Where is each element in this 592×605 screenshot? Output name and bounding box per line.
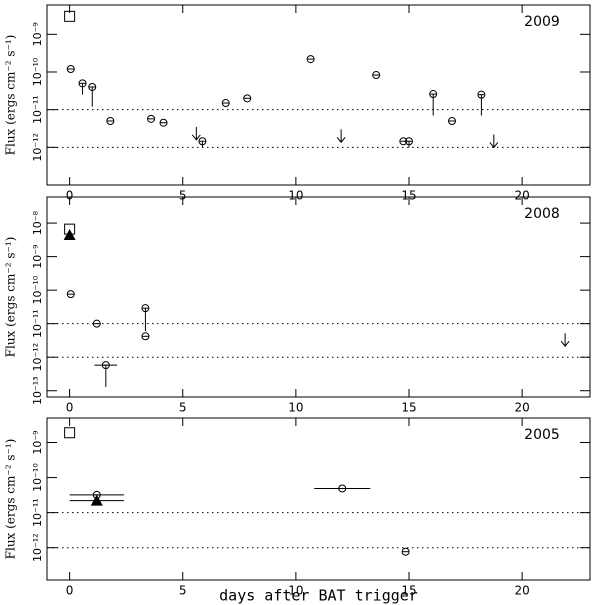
x-tick-label: 20: [514, 401, 529, 415]
panel-year: 2009: [524, 14, 560, 30]
panel-year: 2005: [524, 427, 560, 443]
x-tick-label: 10: [288, 189, 303, 203]
x-tick-label: 10: [288, 584, 303, 598]
x-tick-label: 0: [66, 584, 74, 598]
x-tick-label: 5: [179, 189, 187, 203]
y-tick-label: 10⁻¹¹: [31, 498, 44, 527]
upper-limit: [489, 134, 499, 149]
y-tick-label: 10⁻¹⁰: [31, 463, 44, 492]
plot-frame: [46, 4, 591, 186]
upper-limit: [336, 129, 346, 144]
y-tick-label: 10⁻⁸: [31, 210, 44, 235]
y-axis-label: Flux (ergs cm⁻² s⁻¹): [4, 35, 18, 156]
x-tick-label: 15: [401, 189, 416, 203]
upper-limit: [191, 126, 201, 141]
x-tick-label: 20: [514, 189, 529, 203]
y-tick-label: 10⁻¹⁰: [31, 57, 44, 86]
triangle-point: [63, 229, 76, 241]
y-tick-label: 10⁻⁹: [31, 430, 44, 454]
x-tick-label: 5: [179, 584, 187, 598]
bat-point: [64, 10, 76, 22]
x-tick-label: 5: [179, 401, 187, 415]
y-tick-label: 10⁻⁹: [31, 245, 44, 269]
x-tick-label: 15: [401, 584, 416, 598]
y-tick-label: 10⁻¹³: [31, 376, 44, 405]
y-tick-label: 10⁻¹²: [31, 533, 44, 562]
x-tick-label: 0: [66, 401, 74, 415]
y-axis-label: Flux (ergs cm⁻² s⁻¹): [4, 237, 18, 358]
x-tick-label: 15: [401, 401, 416, 415]
x-axis-label: days after BAT trigger: [219, 587, 418, 605]
y-tick-label: 10⁻⁹: [31, 22, 44, 46]
y-tick-label: 10⁻¹¹: [31, 309, 44, 338]
x-tick-label: 0: [66, 189, 74, 203]
y-tick-label: 10⁻¹²: [31, 133, 44, 162]
y-tick-label: 10⁻¹⁰: [31, 275, 44, 304]
y-tick-label: 10⁻¹¹: [31, 95, 44, 124]
panel-year: 2008: [524, 206, 560, 222]
plot-frame: [46, 417, 591, 581]
upper-limit: [560, 333, 570, 347]
x-tick-label: 10: [288, 401, 303, 415]
y-axis-label: Flux (ergs cm⁻² s⁻¹): [4, 439, 18, 560]
y-tick-label: 10⁻¹²: [31, 343, 44, 372]
x-tick-label: 20: [514, 584, 529, 598]
plot-frame: [46, 196, 591, 398]
triangle-point: [90, 494, 103, 506]
bat-point: [64, 427, 76, 439]
